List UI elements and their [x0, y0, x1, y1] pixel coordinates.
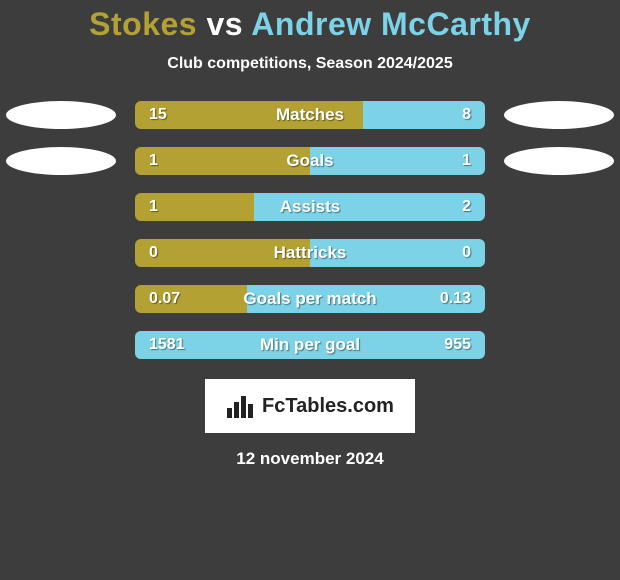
bars-icon: [226, 394, 254, 418]
date-label: 12 november 2024: [0, 449, 620, 469]
stat-bar: 0.07 0.13 Goals per match: [135, 285, 485, 313]
title-vs: vs: [206, 6, 243, 42]
stat-value-right: 955: [444, 336, 471, 354]
subtitle: Club competitions, Season 2024/2025: [0, 55, 620, 73]
player-ellipse-right: [504, 101, 614, 129]
stat-bar: 1 1 Goals: [135, 147, 485, 175]
stat-bar: 0 0 Hattricks: [135, 239, 485, 267]
stat-value-right: 8: [462, 106, 471, 124]
title-player2: Andrew McCarthy: [251, 6, 531, 42]
stat-label: Min per goal: [260, 335, 360, 355]
stat-value-left: 1: [149, 198, 158, 216]
player-ellipse-left: [6, 147, 116, 175]
player-ellipse-right: [504, 147, 614, 175]
logo-text: FcTables.com: [262, 395, 394, 418]
player-ellipse-left: [6, 101, 116, 129]
bar-fill-left: [135, 147, 310, 175]
logo-box[interactable]: FcTables.com: [205, 379, 415, 433]
stat-rows: 15 8 Matches 1 1 Goals 1 2 Assists 0 0 Hattricks 0.0…: [0, 101, 620, 359]
stat-value-right: 1: [462, 152, 471, 170]
stat-row: 0.07 0.13 Goals per match: [0, 285, 620, 313]
stat-label: Matches: [276, 105, 344, 125]
bar-fill-right: [310, 147, 485, 175]
stat-row: 1 2 Assists: [0, 193, 620, 221]
page-title: Stokes vs Andrew McCarthy: [0, 6, 620, 43]
stat-value-left: 1: [149, 152, 158, 170]
stat-label: Hattricks: [274, 243, 347, 263]
stat-row: 15 8 Matches: [0, 101, 620, 129]
stat-value-left: 1581: [149, 336, 185, 354]
stat-value-left: 15: [149, 106, 167, 124]
title-player1: Stokes: [89, 6, 197, 42]
stat-row: 1581 955 Min per goal: [0, 331, 620, 359]
stat-row: 0 0 Hattricks: [0, 239, 620, 267]
stat-label: Goals per match: [243, 289, 376, 309]
stat-label: Assists: [280, 197, 340, 217]
stat-bar: 1 2 Assists: [135, 193, 485, 221]
stat-value-right: 0: [462, 244, 471, 262]
stat-label: Goals: [286, 151, 333, 171]
player-comparison-widget: Stokes vs Andrew McCarthy Club competiti…: [0, 0, 620, 580]
stat-value-right: 2: [462, 198, 471, 216]
stat-value-left: 0: [149, 244, 158, 262]
stat-value-right: 0.13: [440, 290, 471, 308]
stat-row: 1 1 Goals: [0, 147, 620, 175]
stat-value-left: 0.07: [149, 290, 180, 308]
stat-bar: 1581 955 Min per goal: [135, 331, 485, 359]
stat-bar: 15 8 Matches: [135, 101, 485, 129]
